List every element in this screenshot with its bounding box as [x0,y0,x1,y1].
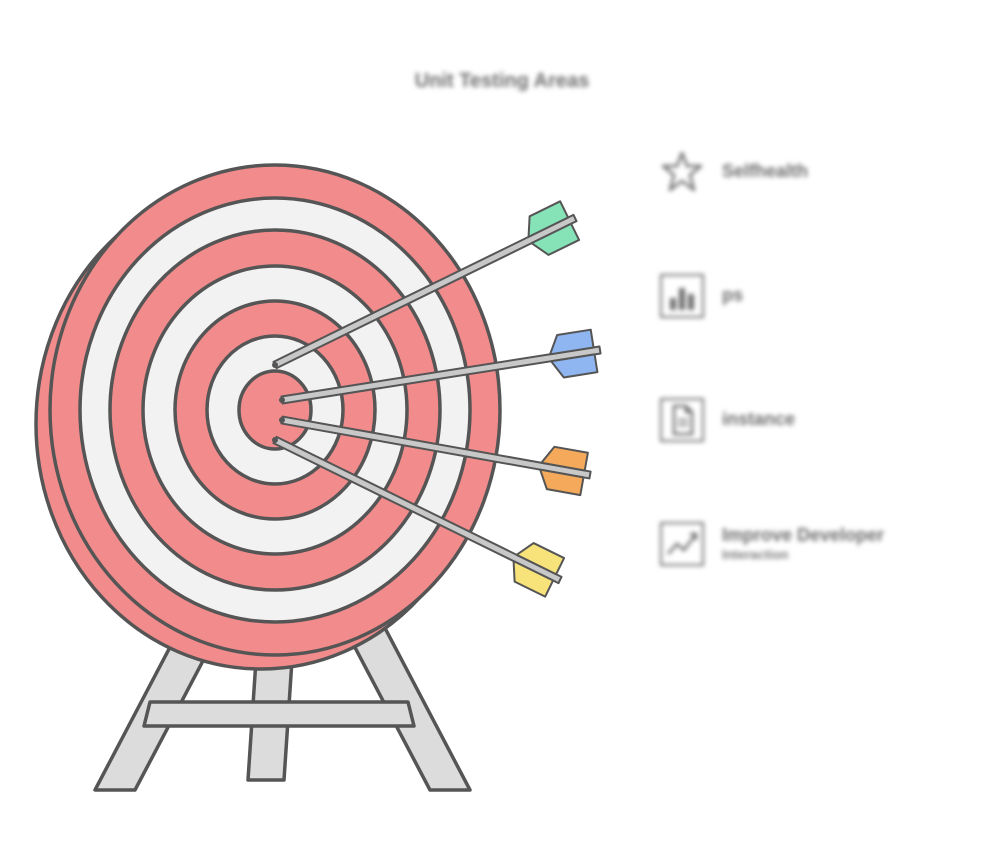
legend-item-3: Improve Developer Interaction [660,522,980,566]
trend-icon [660,522,704,566]
arrow-tip-0 [272,362,278,368]
arrow-tip-2 [279,417,285,423]
target-rings [50,165,500,655]
legend-item-1: ps [660,274,980,318]
legend-label-2: instance [722,409,795,431]
arrow-tip-1 [279,397,285,403]
legend-label-3: Improve Developer Interaction [722,525,884,562]
doc-icon [660,398,704,442]
legend: Selfhealth ps [660,150,980,646]
infographic-canvas: Unit Testing Areas [0,0,1004,847]
chart-icon [660,274,704,318]
legend-label-1: ps [722,285,743,307]
legend-item-0: Selfhealth [660,150,980,194]
legend-label-0: Selfhealth [722,161,808,183]
arrow-tip-3 [272,437,278,443]
star-icon [660,150,704,194]
legend-item-2: instance [660,398,980,442]
